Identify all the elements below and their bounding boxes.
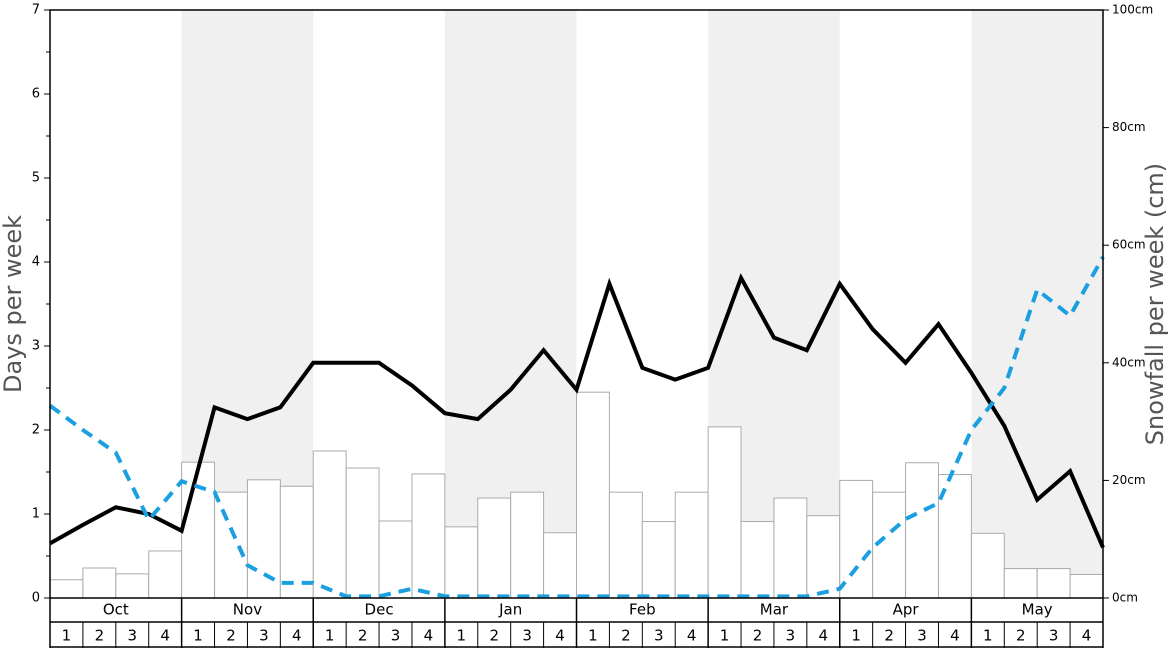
week-label: 3	[917, 627, 927, 645]
week-label: 3	[1049, 627, 1059, 645]
bar	[608, 491, 643, 599]
week-label: 2	[753, 627, 763, 645]
bar	[674, 491, 709, 599]
bar	[740, 521, 775, 599]
y2-axis-label: Snowfall per week (cm)	[1141, 163, 1168, 445]
month-label: Feb	[629, 601, 656, 619]
week-label: 3	[522, 627, 532, 645]
week-label: 4	[555, 627, 565, 645]
month-label: May	[1022, 601, 1053, 619]
bar	[444, 526, 479, 599]
bar	[411, 473, 446, 599]
bar	[543, 532, 577, 599]
y2-tick-label: 100cm	[1112, 3, 1153, 17]
month-label: Oct	[103, 601, 129, 619]
week-label: 4	[292, 627, 302, 645]
week-label: 3	[654, 627, 664, 645]
week-label: 3	[786, 627, 796, 645]
week-label: 1	[193, 627, 203, 645]
bar	[246, 479, 281, 599]
week-label: 2	[95, 627, 105, 645]
bar	[970, 532, 1005, 599]
week-label: 4	[160, 627, 170, 645]
bar	[312, 450, 347, 599]
y-tick-label: 4	[32, 255, 40, 270]
y2-tick-label: 80cm	[1112, 120, 1146, 134]
bar	[477, 497, 512, 599]
week-label: 1	[325, 627, 335, 645]
bar	[115, 573, 150, 599]
y2-tick-label: 40cm	[1112, 355, 1146, 369]
bar	[1003, 568, 1038, 599]
month-label: Dec	[365, 601, 394, 619]
line-series	[49, 273, 1105, 549]
bar	[378, 520, 413, 599]
week-label: 4	[950, 627, 960, 645]
month-band	[971, 10, 1103, 598]
y-tick-label: 6	[32, 87, 40, 102]
bar	[82, 567, 117, 599]
week-label: 4	[819, 627, 829, 645]
bar	[773, 497, 808, 599]
week-label: 2	[358, 627, 368, 645]
bar	[839, 479, 874, 599]
y-axis-label: Days per week	[0, 215, 27, 393]
line-series	[48, 255, 1105, 599]
bar	[1036, 568, 1071, 599]
bar	[49, 579, 84, 599]
week-label: 1	[720, 627, 730, 645]
week-label: 4	[1082, 627, 1092, 645]
week-label: 3	[391, 627, 401, 645]
bar	[576, 391, 610, 599]
y2-tick-label: 0cm	[1112, 591, 1138, 605]
bar	[806, 515, 841, 599]
month-label: Apr	[893, 601, 920, 619]
month-label: Mar	[760, 601, 789, 619]
week-label: 2	[489, 627, 499, 645]
week-label: 2	[1016, 627, 1026, 645]
week-label: 1	[983, 627, 993, 645]
y-tick-label: 1	[32, 507, 40, 522]
bar	[641, 521, 676, 599]
bar	[345, 467, 380, 599]
week-label: 1	[851, 627, 861, 645]
week-label: 1	[588, 627, 598, 645]
week-label: 1	[457, 627, 467, 645]
y-tick-label: 0	[32, 591, 40, 606]
y-tick-label: 7	[32, 3, 40, 18]
y2-tick-label: 20cm	[1112, 473, 1146, 487]
week-label: 2	[884, 627, 894, 645]
bar	[707, 426, 742, 599]
week-label: 4	[424, 627, 434, 645]
y-tick-label: 2	[32, 423, 40, 438]
month-label: Nov	[233, 601, 262, 619]
week-label: 3	[259, 627, 269, 645]
month-label: Jan	[498, 601, 522, 619]
week-label: 3	[127, 627, 137, 645]
bar	[214, 491, 248, 599]
bar	[1069, 573, 1104, 599]
week-label: 4	[687, 627, 697, 645]
bar	[148, 550, 183, 599]
y-tick-label: 5	[32, 171, 40, 186]
week-label: 2	[621, 627, 631, 645]
bar	[905, 462, 939, 599]
week-label: 1	[62, 627, 72, 645]
y-tick-label: 3	[32, 339, 40, 354]
y2-tick-label: 60cm	[1112, 238, 1146, 252]
week-label: 2	[226, 627, 236, 645]
bar	[510, 491, 545, 599]
